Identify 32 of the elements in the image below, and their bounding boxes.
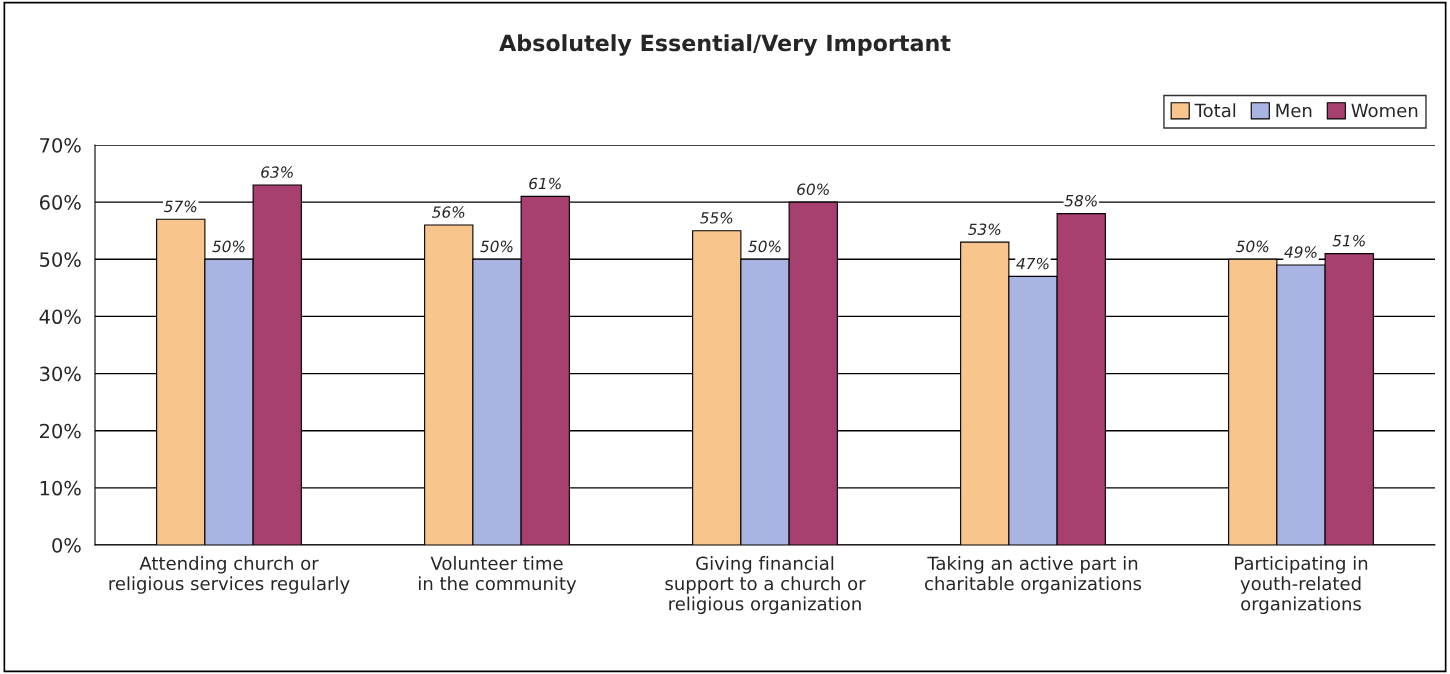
data-label: 61%	[529, 177, 561, 190]
data-label: 60%	[797, 183, 829, 196]
y-tick-label: 40%	[39, 309, 81, 325]
legend-label: Men	[1276, 103, 1312, 118]
data-label: 57%	[164, 200, 197, 213]
y-tick-label: 20%	[40, 423, 81, 439]
data-label: 49%	[1284, 246, 1317, 258]
x-tick-label: Attending church or religious services regularly	[109, 556, 350, 594]
y-tick-label: 10%	[40, 480, 81, 496]
y-tick-label: 30%	[40, 366, 81, 382]
data-label: 53%	[968, 223, 1001, 236]
chart-title: Absolutely Essential/Very Important	[499, 34, 951, 56]
legend-label: Total	[1194, 103, 1236, 118]
data-label: 55%	[700, 212, 733, 224]
data-label: 50%	[480, 240, 513, 253]
y-tick-label: 60%	[39, 195, 81, 210]
data-label: 50%	[212, 240, 245, 253]
y-tick-label: 0%	[52, 537, 81, 553]
x-tick-label: Participating in youth-related organizations	[1235, 556, 1368, 615]
data-label: 51%	[1332, 234, 1365, 247]
x-tick-label: Giving financial support to a church or religious organization	[665, 556, 866, 615]
data-label: 58%	[1064, 194, 1097, 207]
legend-label: Women	[1351, 103, 1418, 118]
data-label: 56%	[432, 206, 465, 218]
x-tick-label: Volunteer time in the community	[419, 556, 577, 594]
data-label: 47%	[1016, 257, 1049, 270]
y-tick-label: 70%	[40, 137, 81, 153]
data-label: 50%	[748, 240, 781, 253]
data-label: 50%	[1236, 240, 1269, 253]
x-tick-label: Taking an active part in charitable organizations	[924, 556, 1142, 594]
data-label: 63%	[261, 166, 293, 178]
y-tick-label: 50%	[40, 252, 81, 267]
